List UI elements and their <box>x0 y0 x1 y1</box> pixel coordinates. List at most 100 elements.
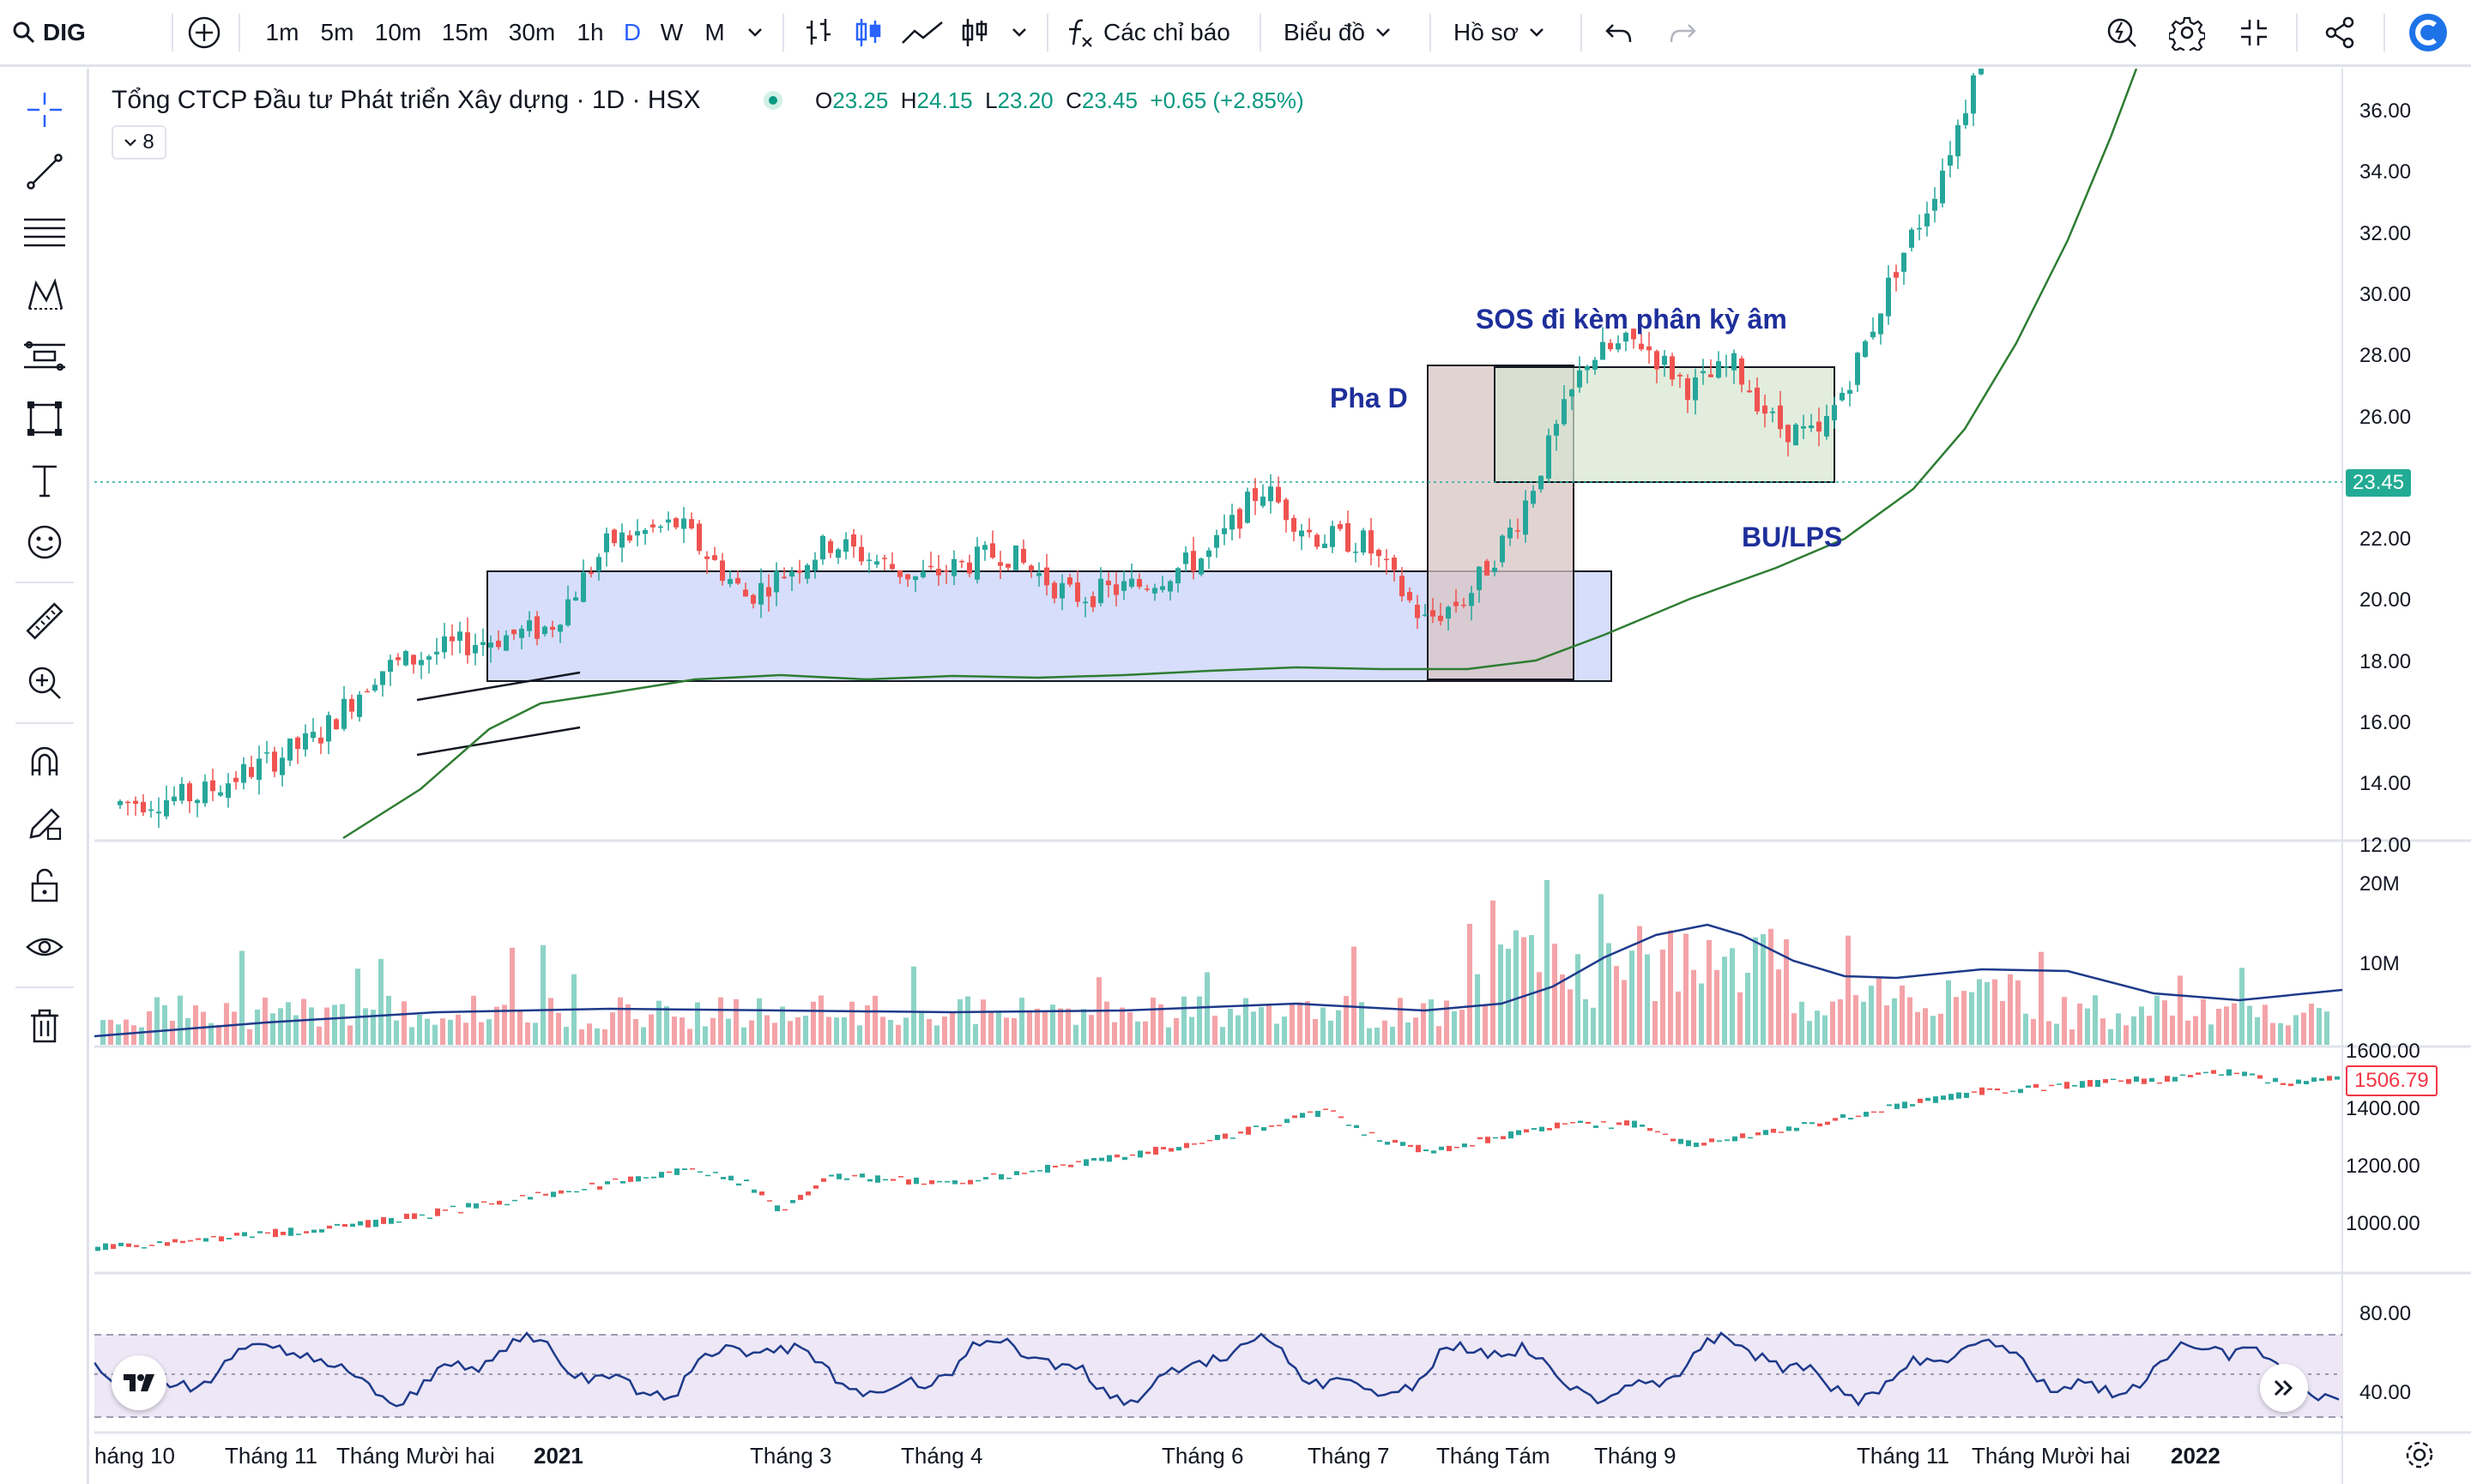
volume-bar <box>139 1027 144 1045</box>
text-tool[interactable] <box>19 455 70 506</box>
candle-body <box>1708 374 1713 377</box>
bu-lps-label[interactable]: BU/LPS <box>1742 522 1843 552</box>
channel-upper-line[interactable] <box>416 671 581 702</box>
volume-bar <box>1660 950 1665 1045</box>
line-chart-type-button[interactable] <box>897 0 949 65</box>
remove-drawings-tool[interactable] <box>19 1000 70 1052</box>
index-candle <box>1331 1110 1336 1112</box>
magnet-tool[interactable] <box>19 736 70 787</box>
index-candle <box>1308 1111 1313 1113</box>
axis-settings-icon[interactable] <box>2402 1438 2437 1472</box>
volume-bar <box>2039 951 2044 1045</box>
index-candle <box>752 1189 757 1193</box>
redo-button[interactable] <box>1661 0 1704 65</box>
symbol-search-button[interactable]: DIG <box>12 0 106 65</box>
index-candle <box>2095 1080 2100 1087</box>
sos-label[interactable]: SOS đi kèm phân kỳ âm <box>1476 304 1787 335</box>
phase-d-label[interactable]: Pha D <box>1330 383 1408 413</box>
volume-bar <box>1892 998 1897 1045</box>
horizontal-lines-tool[interactable] <box>19 208 70 259</box>
candle-body <box>542 626 547 635</box>
volume-bar <box>2147 1016 2152 1045</box>
accumulation-range-box[interactable] <box>486 570 1612 682</box>
volume-bar <box>471 995 476 1045</box>
volume-bar <box>873 995 878 1045</box>
chart-menu-button[interactable]: Biểu đồ <box>1284 0 1412 65</box>
scroll-to-realtime-button[interactable] <box>2260 1364 2308 1412</box>
quick-search-button[interactable] <box>2100 0 2143 65</box>
candle-body <box>774 570 779 593</box>
market-status-icon[interactable] <box>764 91 782 110</box>
hide-drawings-tool[interactable] <box>19 921 70 973</box>
measure-tool[interactable] <box>19 595 70 647</box>
volume-bar <box>2162 1000 2167 1045</box>
chart-canvas[interactable] <box>94 69 2471 1484</box>
compare-symbol-button[interactable] <box>180 0 228 65</box>
undo-button[interactable] <box>1598 0 1640 65</box>
heikin-ashi-chart-type-button[interactable] <box>954 0 995 65</box>
candle-body <box>1384 558 1389 560</box>
index-candle <box>435 1208 440 1216</box>
tradingview-logo[interactable] <box>112 1355 166 1410</box>
pattern-tool[interactable] <box>19 269 70 321</box>
index-candle <box>1562 1123 1568 1125</box>
forecast-tool[interactable] <box>19 331 70 383</box>
interval-1m[interactable]: 1m <box>265 19 299 45</box>
candle-body <box>1870 331 1876 338</box>
share-button[interactable] <box>2318 0 2361 65</box>
volume-bar <box>1977 979 1982 1045</box>
fullscreen-button[interactable] <box>2232 0 2275 65</box>
volume-bar <box>610 1012 615 1045</box>
legend-collapse-button[interactable]: 8 <box>112 125 166 160</box>
profile-menu-button[interactable]: Hồ sơ <box>1453 0 1565 65</box>
index-candle <box>1377 1140 1382 1143</box>
volume-bar <box>309 1007 314 1045</box>
bar-chart-type-button[interactable] <box>798 0 839 65</box>
index-candle <box>1902 1101 1907 1109</box>
emoji-tool[interactable] <box>19 516 70 568</box>
index-candle <box>2296 1079 2301 1084</box>
settings-button[interactable] <box>2166 0 2208 65</box>
volume-bar <box>1506 949 1511 1045</box>
interval-15m[interactable]: 15m <box>441 19 489 45</box>
interval-dropdown[interactable] <box>740 0 770 65</box>
interval-30m[interactable]: 30m <box>508 19 556 45</box>
index-candle <box>1084 1159 1089 1167</box>
rsi-axis-label: 80.00 <box>2359 1302 2412 1325</box>
chart-type-dropdown[interactable] <box>1004 0 1035 65</box>
indicators-button[interactable]: Các chỉ báo <box>1064 0 1244 65</box>
index-candle <box>211 1235 216 1238</box>
time-axis-label: 2021 <box>534 1443 583 1469</box>
trend-line-tool[interactable] <box>19 146 70 197</box>
candle-body <box>573 597 578 601</box>
stay-in-drawing-mode-tool[interactable] <box>19 798 70 849</box>
candle-body <box>1886 277 1891 317</box>
interval-5m[interactable]: 5m <box>320 19 354 45</box>
volume-bar <box>2270 1023 2275 1045</box>
index-candle <box>767 1200 772 1202</box>
candle-body <box>496 640 501 648</box>
chart-area[interactable]: Tổng CTCP Đầu tư Phát triển Xây dựng · 1… <box>94 69 2471 1484</box>
crosshair-tool[interactable] <box>19 84 70 136</box>
volume-bar <box>1544 879 1550 1045</box>
interval-d[interactable]: D <box>623 19 642 45</box>
channel-lower-line[interactable] <box>416 726 581 757</box>
candle-chart-type-button[interactable] <box>848 0 889 65</box>
index-candle <box>1609 1127 1614 1129</box>
candle-body <box>1909 229 1914 248</box>
interval-1h[interactable]: 1h <box>577 19 604 45</box>
candle-body <box>380 671 385 685</box>
interval-10m[interactable]: 10m <box>374 19 422 45</box>
interval-m[interactable]: M <box>704 19 725 45</box>
zoom-tool[interactable] <box>19 657 70 709</box>
sos-range-box[interactable] <box>1494 366 1835 483</box>
interval-w[interactable]: W <box>660 19 684 45</box>
volume-bar <box>2139 1006 2144 1045</box>
candle-body <box>295 737 300 750</box>
lock-drawings-tool[interactable] <box>19 860 70 911</box>
volume-bar <box>633 1018 638 1045</box>
index-candle <box>2157 1082 2162 1084</box>
shapes-tool[interactable] <box>19 393 70 444</box>
index-candle <box>2033 1083 2039 1088</box>
brand-logo[interactable] <box>2402 0 2454 65</box>
